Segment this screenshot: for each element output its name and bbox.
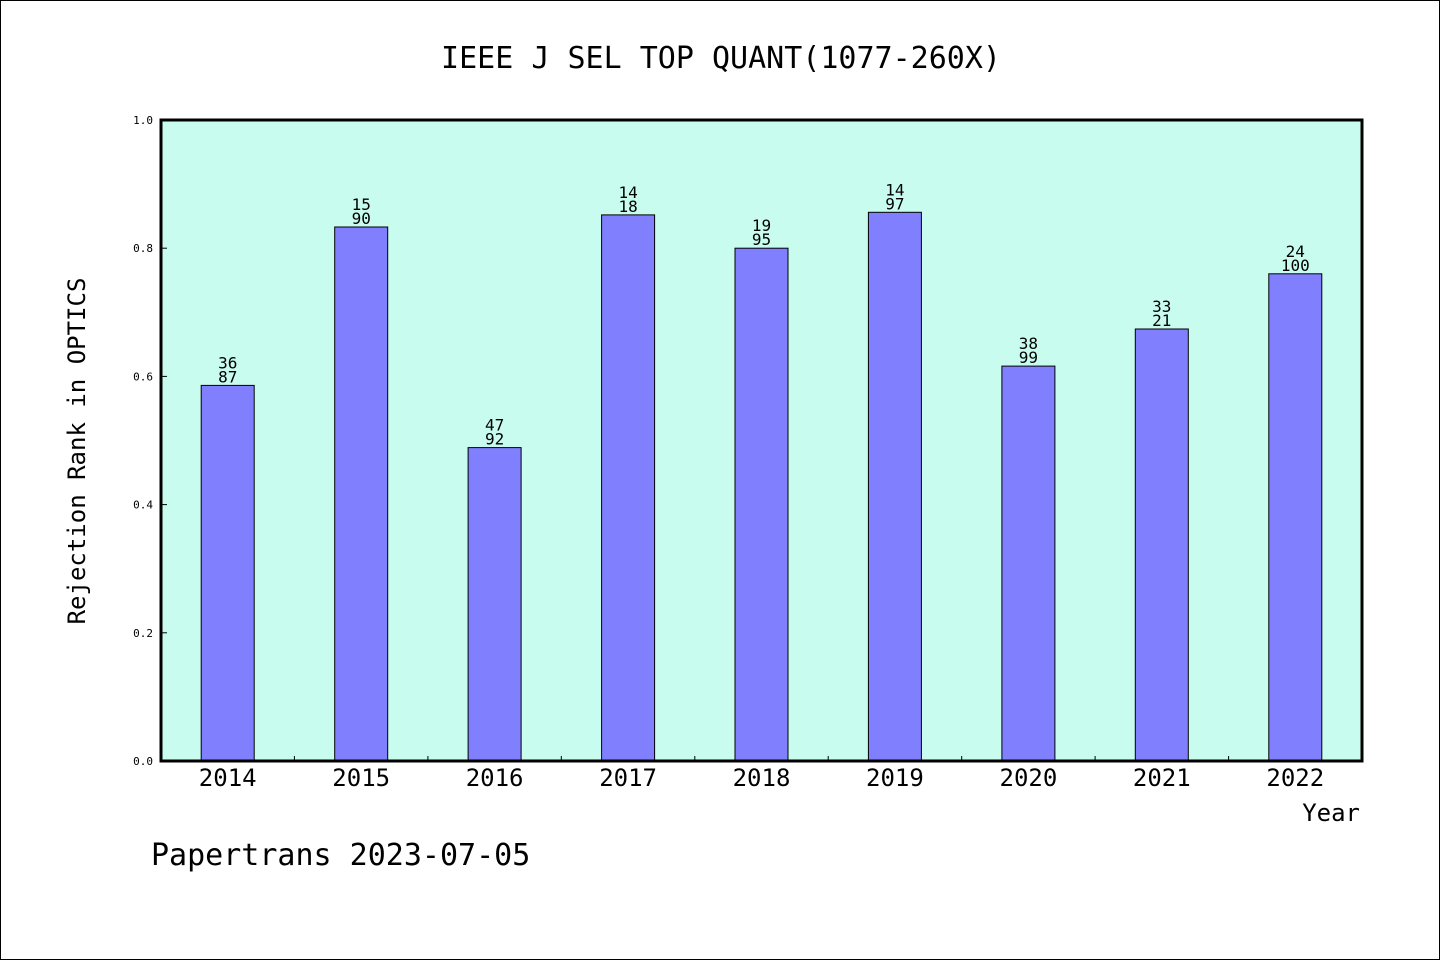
x-tick-label-2014: 2014 — [199, 764, 257, 792]
data-label-bottom-2020: 99 — [1019, 348, 1038, 367]
y-axis: 0.0 0.2 0.4 0.6 0.8 1.0 — [133, 114, 167, 768]
x-tick-label-2018: 2018 — [733, 764, 791, 792]
bar-2021 — [1134, 328, 1189, 762]
bar-2022 — [1268, 273, 1323, 762]
y-tick-label-1.0: 1.0 — [133, 114, 153, 127]
data-label-top-2022: 24 — [1286, 242, 1305, 261]
y-tick-label-0.2: 0.2 — [133, 627, 153, 640]
data-label-bottom-2018: 95 — [752, 230, 771, 249]
data-label-top-2014: 36 — [218, 353, 237, 372]
data-label-bottom-2015: 90 — [352, 209, 371, 228]
data-label-top-2016: 47 — [485, 416, 504, 435]
x-tick-label-2022: 2022 — [1266, 764, 1324, 792]
bar-2015 — [334, 226, 389, 762]
bar-2014 — [200, 384, 255, 762]
data-label-bottom-2017: 18 — [618, 197, 637, 216]
y-axis-label: Rejection Rank in OPTICS — [63, 278, 91, 625]
data-label-top-2015: 15 — [352, 195, 371, 214]
x-tick-label-2021: 2021 — [1133, 764, 1191, 792]
plot-border — [159, 118, 1364, 763]
x-axis: 2014 2015 2016 2017 2018 2019 2020 2021 2022 — [199, 756, 1324, 792]
data-label-top-2018: 19 — [752, 216, 771, 235]
bar-2016 — [467, 447, 522, 762]
y-tick-label-0.0: 0.0 — [133, 755, 153, 768]
data-label-top-2019: 14 — [885, 180, 904, 199]
data-label-bottom-2021: 21 — [1152, 311, 1171, 330]
data-label-top-2017: 14 — [618, 183, 637, 202]
y-tick-label-0.8: 0.8 — [133, 242, 153, 255]
x-tick-label-2020: 2020 — [1000, 764, 1058, 792]
x-tick-label-2019: 2019 — [866, 764, 924, 792]
bars-group — [200, 211, 1323, 762]
bar-2018 — [734, 247, 789, 762]
x-tick-label-2017: 2017 — [599, 764, 657, 792]
data-label-top-2021: 33 — [1152, 297, 1171, 316]
bar-2017 — [601, 214, 656, 762]
data-label-bottom-2014: 87 — [218, 367, 237, 386]
x-axis-label: Year — [1302, 799, 1360, 827]
x-tick-label-2015: 2015 — [332, 764, 390, 792]
data-label-bottom-2016: 92 — [485, 430, 504, 449]
y-tick-label-0.4: 0.4 — [133, 499, 153, 512]
chart-title: IEEE J SEL TOP QUANT(1077-260X) — [441, 41, 1001, 76]
data-label-bottom-2022: 100 — [1281, 256, 1310, 275]
footer-text: Papertrans 2023-07-05 — [151, 838, 530, 873]
bar-2020 — [1001, 365, 1056, 762]
data-label-top-2020: 38 — [1019, 334, 1038, 353]
y-tick-label-0.6: 0.6 — [133, 370, 153, 383]
bar-2019 — [867, 211, 922, 762]
x-tick-label-2016: 2016 — [466, 764, 524, 792]
data-label-bottom-2019: 97 — [885, 194, 904, 213]
